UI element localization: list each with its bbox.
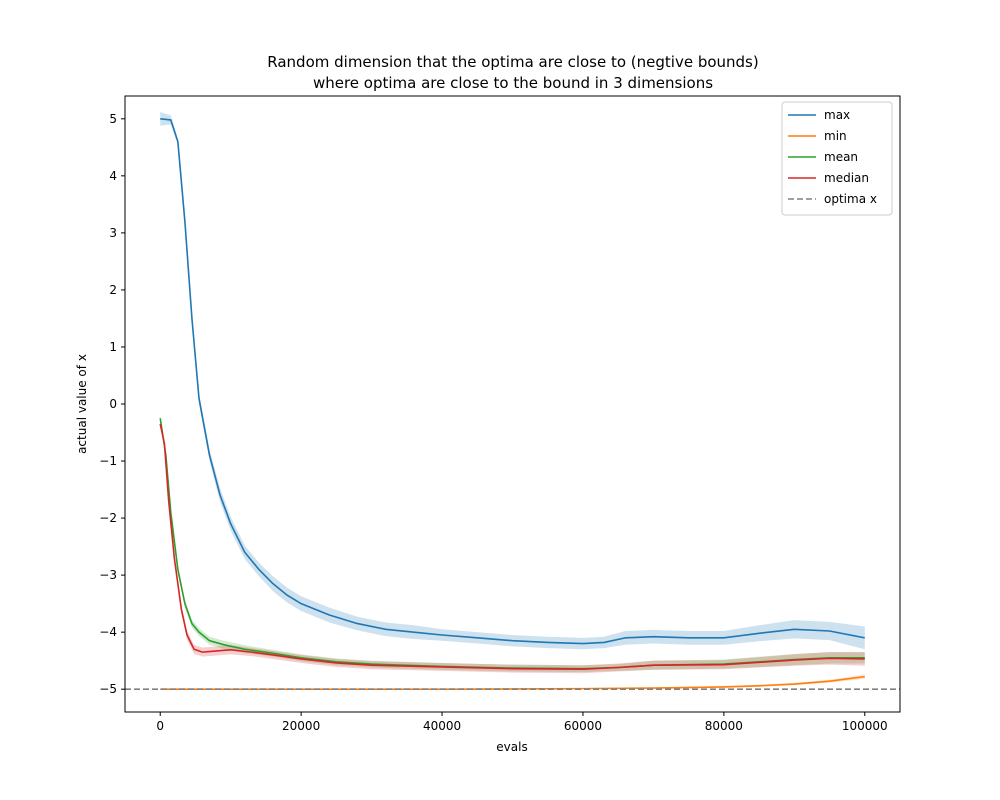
y-tick-label: 5 [109, 112, 117, 126]
series-line-max [160, 118, 865, 645]
y-tick-label: −1 [99, 454, 117, 468]
x-axis-label: evals [496, 740, 527, 754]
series-band-min [160, 674, 865, 690]
series-line-median [159, 423, 865, 671]
plot-area [124, 95, 901, 713]
x-tick-label: 60000 [564, 719, 602, 733]
y-tick-label: −5 [99, 682, 117, 696]
legend-label: median [824, 171, 869, 185]
y-tick-label: −2 [99, 511, 117, 525]
y-tick-label: −3 [99, 568, 117, 582]
chart-title: Random dimension that the optima are clo… [267, 53, 758, 92]
chart-title-line-2: where optima are close to the bound in 3… [313, 74, 713, 92]
y-axis-label: actual value of x [75, 354, 89, 454]
x-tick-label: 0 [156, 719, 164, 733]
x-tick-label: 40000 [423, 719, 461, 733]
series-band-max [160, 111, 865, 650]
legend-label: min [824, 129, 847, 143]
y-tick-label: 3 [109, 226, 117, 240]
legend-box [781, 101, 893, 216]
legend-label: optima x [824, 192, 877, 206]
chart-title-line-1: Random dimension that the optima are clo… [267, 53, 758, 71]
y-tick-label: 0 [109, 397, 117, 411]
legend: max min mean median optima x [781, 101, 893, 216]
x-tick-label: 80000 [705, 719, 743, 733]
x-tick-label: 100000 [842, 719, 888, 733]
series-line-min [160, 675, 865, 690]
y-tick-label: 2 [109, 283, 117, 297]
legend-label: max [824, 108, 850, 122]
legend-label: mean [824, 150, 858, 164]
series-band-median [160, 421, 865, 674]
y-tick-label: 1 [109, 340, 117, 354]
x-tick-label: 20000 [282, 719, 320, 733]
y-tick-label: −4 [99, 625, 117, 639]
y-tick-label: 4 [109, 169, 117, 183]
